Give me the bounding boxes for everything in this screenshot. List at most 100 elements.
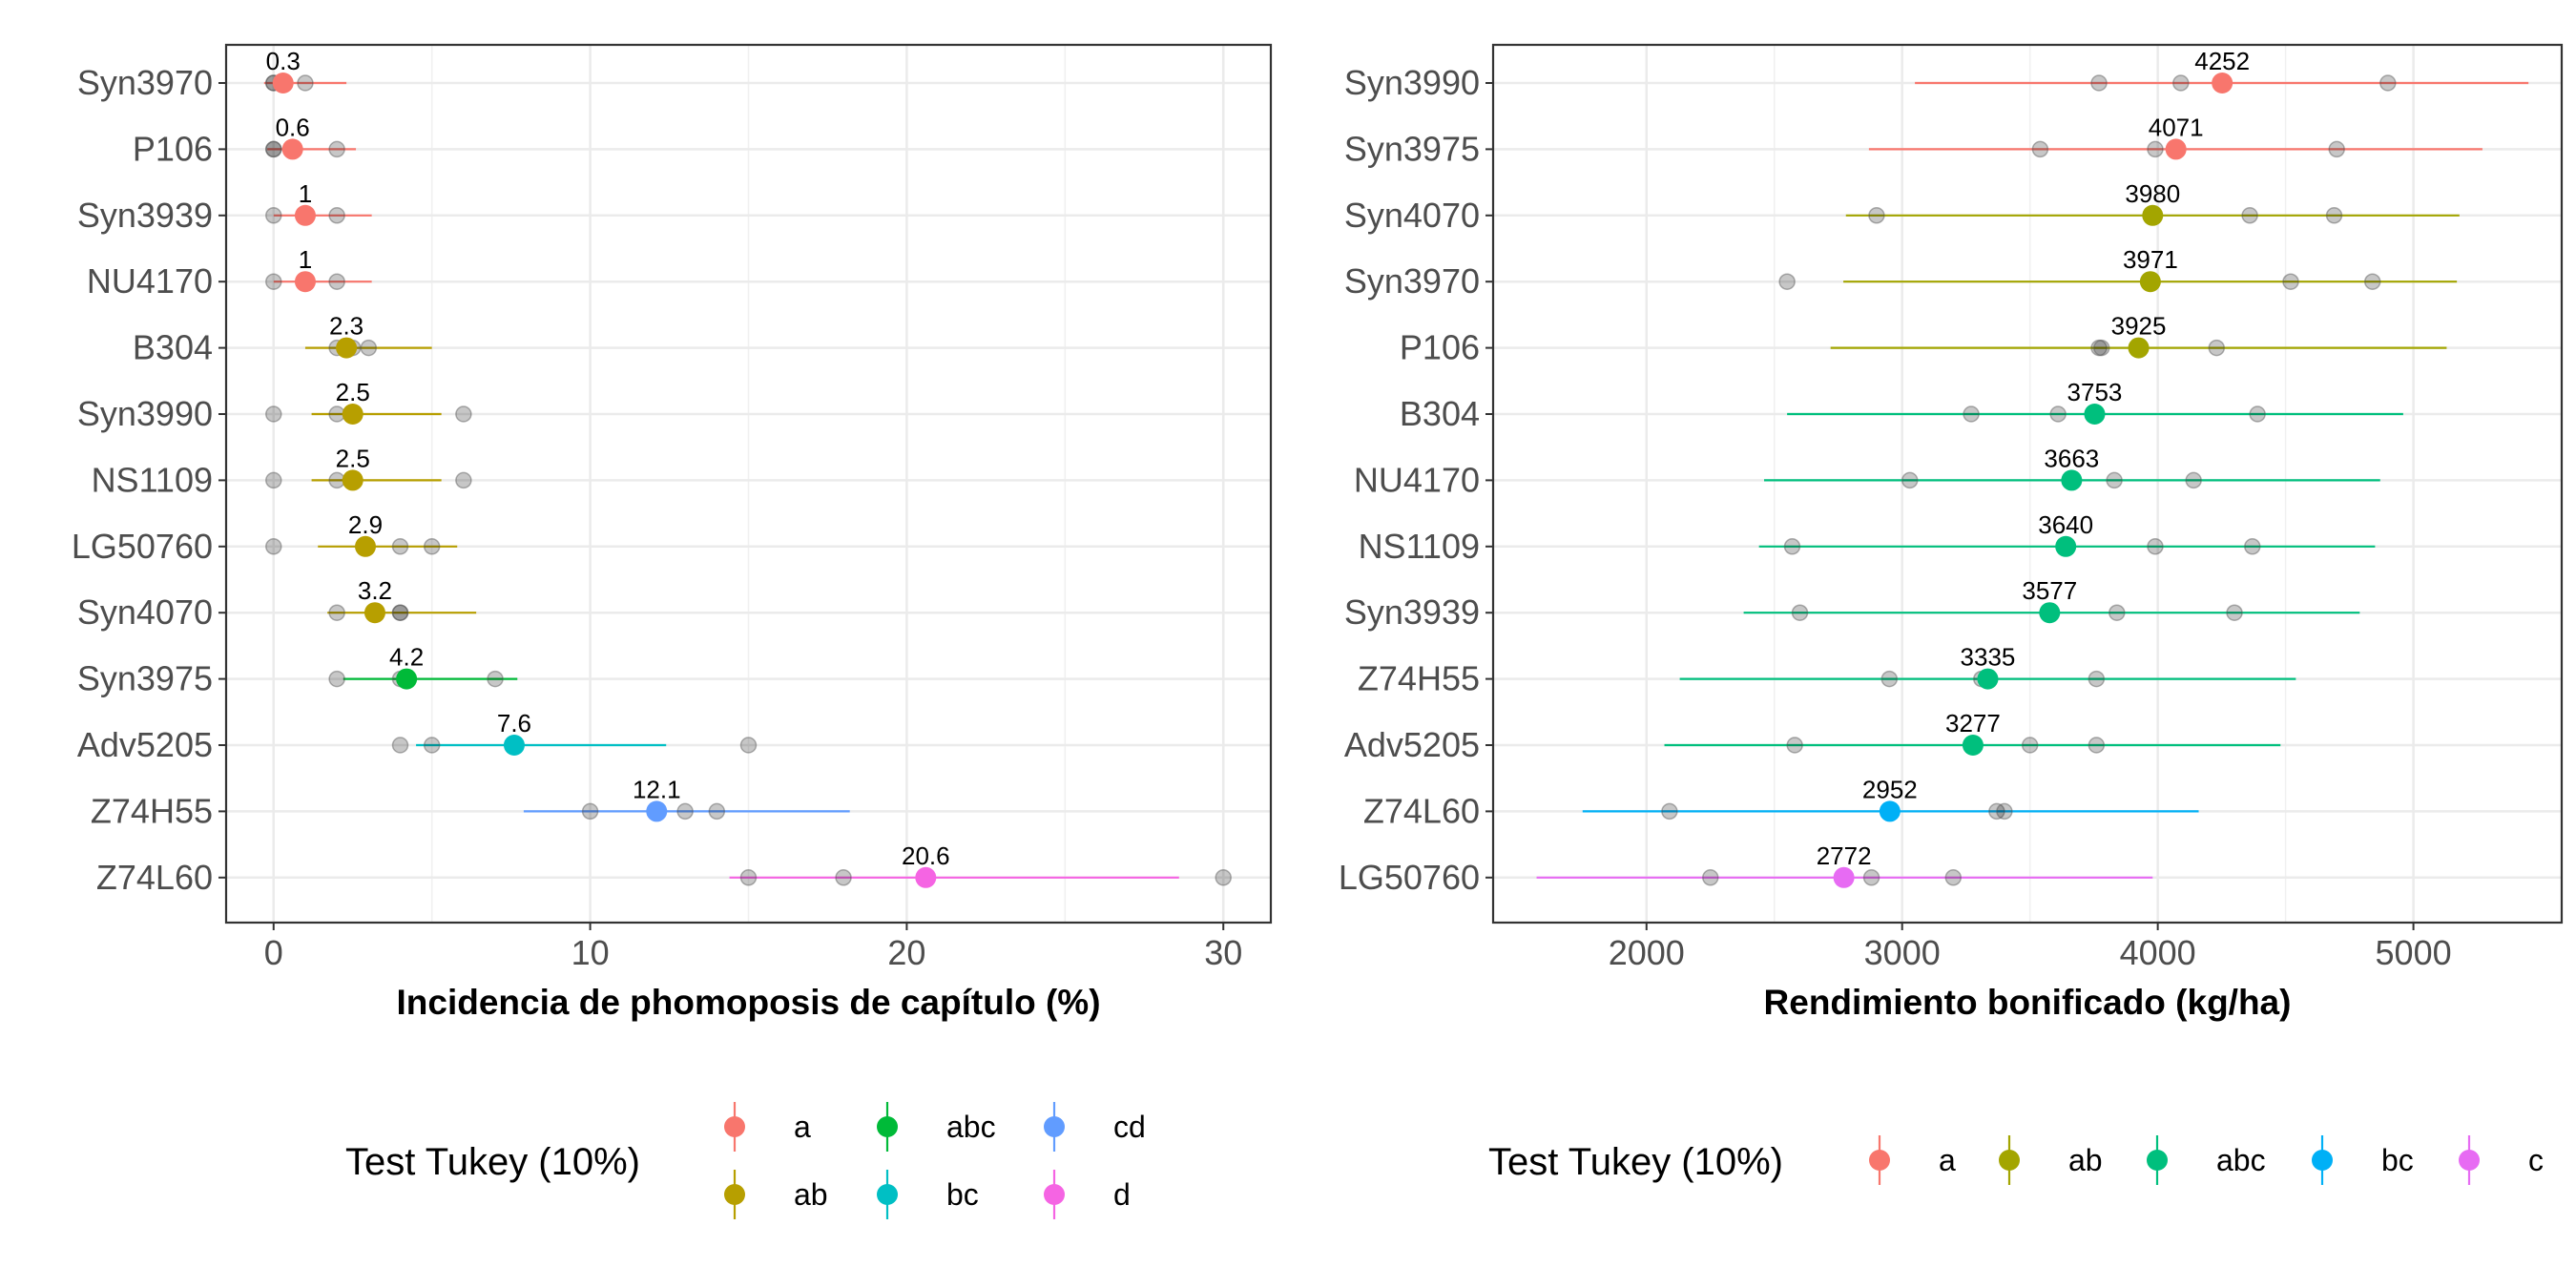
incidence-mean-point	[281, 138, 303, 160]
yield-replicate-point	[1786, 737, 1803, 754]
yield-replicate-point	[1868, 207, 1885, 224]
yield-replicate-point	[1901, 471, 1919, 489]
incidence-replicate-point	[265, 405, 282, 423]
incidence-mean-label: 20.6	[902, 841, 950, 870]
incidence-replicate-point	[265, 273, 282, 290]
yield-x-tick-label: 3000	[1864, 933, 1941, 972]
yield-replicate-point	[2363, 273, 2381, 290]
incidence-replicate-point	[455, 405, 472, 423]
yield-legend-label: c	[2528, 1143, 2544, 1177]
yield-replicate-point	[1783, 538, 1801, 555]
incidence-category-label: Adv5205	[77, 725, 213, 764]
incidence-panel-border	[224, 43, 1273, 924]
yield-mean-point	[2212, 73, 2233, 93]
yield-mean-point	[2142, 204, 2164, 226]
yield-category-label: Syn3975	[1344, 129, 1480, 168]
incidence-mean-label: 1	[299, 245, 312, 274]
incidence-legend-label: a	[794, 1110, 811, 1144]
yield-mean-label: 4252	[2194, 47, 2250, 75]
yield-mean-label: 3971	[2123, 245, 2178, 274]
incidence-mean-point	[336, 337, 358, 359]
yield-mean-label: 4071	[2149, 113, 2204, 141]
incidence-category-label: Syn3939	[77, 196, 213, 235]
incidence-mean-label: 0.6	[276, 113, 310, 141]
yield-category-label: LG50760	[1339, 858, 1480, 897]
yield-replicate-point	[2249, 405, 2266, 423]
incidence-category-label: P106	[133, 129, 213, 168]
yield-replicate-point	[1791, 604, 1809, 621]
incidence-replicate-point	[391, 737, 409, 754]
incidence-category-label: Syn4070	[77, 592, 213, 632]
incidence-legend-key-point	[1044, 1116, 1065, 1137]
yield-panel: 4252 Syn3990 4071 Syn3975 3980 Syn4070 3971 Syn…	[1339, 43, 2564, 1022]
incidence-mean-point	[294, 271, 316, 293]
yield-replicate-point	[1661, 802, 1678, 821]
incidence-replicate-point	[423, 737, 441, 754]
yield-replicate-point	[2088, 670, 2106, 688]
incidence-legend-key-point	[877, 1116, 898, 1137]
yield-replicate-point	[1778, 273, 1796, 290]
yield-mean-point	[2084, 404, 2106, 425]
incidence-mean-label: 1	[299, 179, 312, 208]
incidence-replicate-point	[265, 538, 282, 555]
incidence-category-label: B304	[133, 328, 213, 367]
yield-mean-label: 3925	[2111, 312, 2167, 341]
incidence-category-label: Syn3990	[77, 394, 213, 433]
incidence-mean-point	[355, 535, 376, 557]
yield-mean-label: 3577	[2022, 576, 2077, 605]
yield-replicate-point	[1880, 670, 1899, 688]
incidence-legend-label: cd	[1113, 1110, 1146, 1144]
yield-mean-point	[2139, 271, 2161, 293]
incidence-category-label: NU4170	[87, 261, 213, 301]
incidence-replicate-point	[708, 802, 726, 821]
yield-mean-label: 2952	[1862, 775, 1918, 803]
yield-legend-label: abc	[2216, 1143, 2266, 1177]
incidence-category-label: NS1109	[92, 460, 213, 499]
incidence-legend-label: bc	[946, 1177, 979, 1212]
yield-category-label: Syn3939	[1344, 592, 1480, 632]
yield-replicate-point	[2147, 140, 2164, 158]
incidence-mean-point	[915, 866, 937, 888]
incidence-replicate-point	[739, 869, 758, 886]
incidence-legend: Test Tukey (10%) a ab abc bc cd d	[345, 1102, 1146, 1219]
incidence-replicate-point	[423, 538, 441, 555]
incidence-replicate-point	[739, 737, 758, 754]
incidence-category-label: Syn3970	[77, 63, 213, 102]
yield-replicate-point	[2088, 737, 2106, 754]
yield-category-label: Adv5205	[1344, 725, 1480, 764]
incidence-legend-label: ab	[794, 1177, 828, 1212]
yield-panel-border	[1491, 43, 2564, 924]
yield-category-label: Syn3990	[1344, 63, 1480, 102]
yield-replicate-point	[2031, 140, 2049, 158]
yield-replicate-point	[2092, 339, 2110, 357]
yield-mean-label: 3335	[1961, 643, 2016, 672]
yield-mean-label: 3277	[1945, 709, 2001, 737]
yield-replicate-point	[2241, 207, 2258, 224]
incidence-mean-label: 3.2	[358, 576, 392, 605]
yield-x-tick-label: 2000	[1609, 933, 1685, 972]
yield-mean-point	[1833, 866, 1855, 888]
yield-x-axis-title: Rendimiento bonificado (kg/ha)	[1764, 983, 2292, 1022]
yield-mean-point	[2055, 535, 2077, 557]
yield-category-label: Syn4070	[1344, 196, 1480, 235]
yield-mean-point	[2039, 602, 2061, 624]
incidence-replicate-point	[360, 339, 378, 357]
yield-replicate-point	[2109, 604, 2126, 621]
incidence-mean-point	[364, 602, 385, 624]
yield-replicate-point	[2328, 140, 2345, 158]
yield-category-label: B304	[1400, 394, 1480, 433]
yield-legend-label: a	[1939, 1143, 1956, 1177]
incidence-replicate-point	[391, 604, 409, 621]
yield-replicate-point	[1996, 802, 2013, 821]
incidence-replicate-point	[328, 670, 345, 688]
incidence-legend-key-point	[1044, 1184, 1065, 1205]
yield-legend-label: ab	[2068, 1143, 2103, 1177]
yield-legend-key-point	[1869, 1150, 1890, 1171]
yield-replicate-point	[2090, 74, 2108, 92]
incidence-replicate-point	[265, 140, 282, 158]
incidence-replicate-point	[391, 538, 409, 555]
yield-replicate-point	[2244, 538, 2261, 555]
incidence-replicate-point	[1215, 869, 1232, 886]
yield-replicate-point	[1862, 869, 1880, 886]
yield-legend-key-point	[1999, 1150, 2020, 1171]
